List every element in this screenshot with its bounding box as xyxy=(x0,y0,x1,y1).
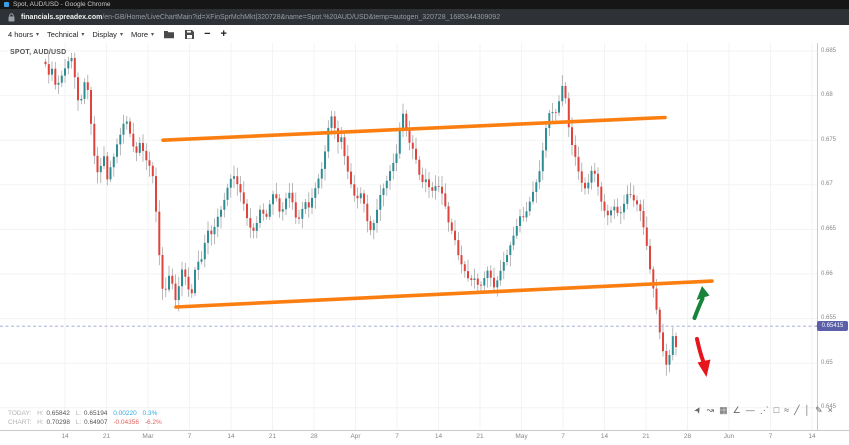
price-axis-label: 0.65 xyxy=(821,359,833,366)
chrome-tab-icon xyxy=(4,2,9,7)
status-chart-row: CHART: H: 0.70298 L: 0.64907 -0.04356 -6… xyxy=(8,419,166,426)
horizontal-line-icon[interactable]: — xyxy=(745,405,755,415)
technical-menu-label: Technical xyxy=(47,29,79,39)
today-change-pct: 0.3% xyxy=(142,410,158,417)
price-axis-label: 0.67 xyxy=(821,181,833,188)
chart-high: 0.70298 xyxy=(46,419,70,426)
down-arrow-head xyxy=(697,359,711,377)
price-axis-label: 0.665 xyxy=(821,225,837,232)
open-folder-icon[interactable] xyxy=(164,30,175,39)
price-axis-label: 0.68 xyxy=(821,92,833,99)
close-icon[interactable]: × xyxy=(827,405,833,415)
up-arrow-annotation[interactable] xyxy=(692,296,705,320)
upper-resistance-trendline[interactable] xyxy=(161,115,667,142)
price-chart xyxy=(0,43,849,431)
chevron-down-icon: ▾ xyxy=(119,31,123,38)
save-icon[interactable] xyxy=(185,29,195,39)
chart-symbol-label: SPOT, AUD/USD xyxy=(10,49,67,56)
fibonacci-grid-icon[interactable]: ▦ xyxy=(719,405,728,415)
url-domain: financials.spreadex.com xyxy=(21,13,103,21)
time-axis-label: 28 xyxy=(683,433,692,440)
time-axis-label: 7 xyxy=(395,433,399,440)
price-axis-label: 0.645 xyxy=(821,404,837,411)
trendline-points-icon[interactable]: ⋰ xyxy=(759,405,769,415)
url-text: financials.spreadex.com/en-GB/Home/LiveC… xyxy=(21,14,500,21)
status-label: CHART: xyxy=(8,419,32,426)
time-axis-label: 14 xyxy=(600,433,609,440)
edit-pencil-icon[interactable]: ✎ xyxy=(815,405,823,415)
price-axis-label: 0.675 xyxy=(821,136,837,143)
display-menu-label: Display xyxy=(92,29,117,39)
time-axis-label: Apr xyxy=(350,433,361,440)
price-axis-label: 0.655 xyxy=(821,315,837,322)
price-axis-label: 0.685 xyxy=(821,47,837,54)
low-label: L: xyxy=(75,410,82,417)
chart-change-pct: -6.2% xyxy=(144,419,162,426)
url-bar[interactable]: financials.spreadex.com/en-GB/Home/LiveC… xyxy=(0,9,849,25)
time-axis-label: Mar xyxy=(142,433,154,440)
time-axis-label: 21 xyxy=(268,433,277,440)
window-title: Spot, AUD/USD - Google Chrome xyxy=(13,1,111,8)
toolbar-divider: │ xyxy=(804,405,811,415)
chart-toolbar: 4 hours ▾ Technical ▾ Display ▾ More ▾ −… xyxy=(0,25,849,44)
chevron-down-icon: ▾ xyxy=(151,31,155,38)
timeframe-menu-label: 4 hours xyxy=(8,29,34,39)
time-axis-label: 7 xyxy=(768,433,773,440)
rectangle-tool-icon[interactable]: □ xyxy=(773,405,780,415)
zoom-in-button[interactable]: + xyxy=(220,28,227,40)
lock-icon xyxy=(8,12,15,21)
down-arrow-annotation[interactable] xyxy=(695,337,706,364)
drawing-toolbar: ➤ ↝ ▦ ∠ — ⋰ □ ≈ ╱ │ ✎ × xyxy=(691,404,833,416)
timeframe-menu[interactable]: 4 hours ▾ xyxy=(8,30,39,39)
time-axis-label: 7 xyxy=(561,433,565,440)
low-label: L: xyxy=(75,419,82,426)
freehand-draw-icon[interactable]: ↝ xyxy=(706,405,715,415)
technical-menu[interactable]: Technical ▾ xyxy=(47,30,84,39)
up-arrow-head xyxy=(696,286,710,300)
today-high: 0.65842 xyxy=(46,410,70,417)
status-today-row: TODAY: H: 0.65842 L: 0.65194 0.00220 0.3… xyxy=(8,410,161,417)
ellipse-tool-icon[interactable]: ≈ xyxy=(784,405,790,415)
price-axis-label: 0.66 xyxy=(821,270,833,277)
time-axis-label: 14 xyxy=(808,433,816,440)
cursor-select-icon[interactable]: ➤ xyxy=(691,404,704,416)
time-axis-label: 14 xyxy=(227,433,235,440)
time-axis-label: 14 xyxy=(434,433,443,440)
trend-angle-icon[interactable]: ∠ xyxy=(732,405,741,415)
ray-line-icon[interactable]: ╱ xyxy=(794,405,800,415)
time-axis-label: May xyxy=(515,433,528,440)
time-axis-label: 21 xyxy=(102,433,111,440)
chevron-down-icon: ▾ xyxy=(36,31,40,38)
today-low: 0.65194 xyxy=(83,410,108,417)
chart-area[interactable]: SPOT, AUD/USD 0.685 0.68 0.675 0.67 0.665 0.6… xyxy=(0,43,849,445)
time-axis-label: 21 xyxy=(476,433,484,440)
high-label: H: xyxy=(37,410,44,417)
chevron-down-icon: ▾ xyxy=(81,31,85,38)
chart-low: 0.64907 xyxy=(84,419,108,426)
time-axis-label: 28 xyxy=(310,433,318,440)
display-menu[interactable]: Display ▾ xyxy=(92,30,123,39)
time-axis-label: Jun xyxy=(723,433,735,440)
more-menu[interactable]: More ▾ xyxy=(131,30,154,39)
url-path: /en-GB/Home/LiveChartMain?id=XFinSprMchM… xyxy=(102,13,501,21)
time-axis-label: 21 xyxy=(642,433,650,440)
status-label: TODAY: xyxy=(8,410,32,417)
lower-support-trendline[interactable] xyxy=(174,279,714,309)
time-axis-label: 7 xyxy=(187,433,192,440)
more-menu-label: More xyxy=(130,29,149,39)
time-axis-label: 14 xyxy=(61,433,69,440)
window-titlebar: Spot, AUD/USD - Google Chrome xyxy=(0,0,849,9)
chart-change: -0.04356 xyxy=(113,419,140,426)
zoom-out-button[interactable]: − xyxy=(204,28,211,40)
today-change: 0.00220 xyxy=(113,410,137,417)
current-price-badge: 0.65415 xyxy=(816,321,848,332)
high-label: H: xyxy=(37,419,44,426)
